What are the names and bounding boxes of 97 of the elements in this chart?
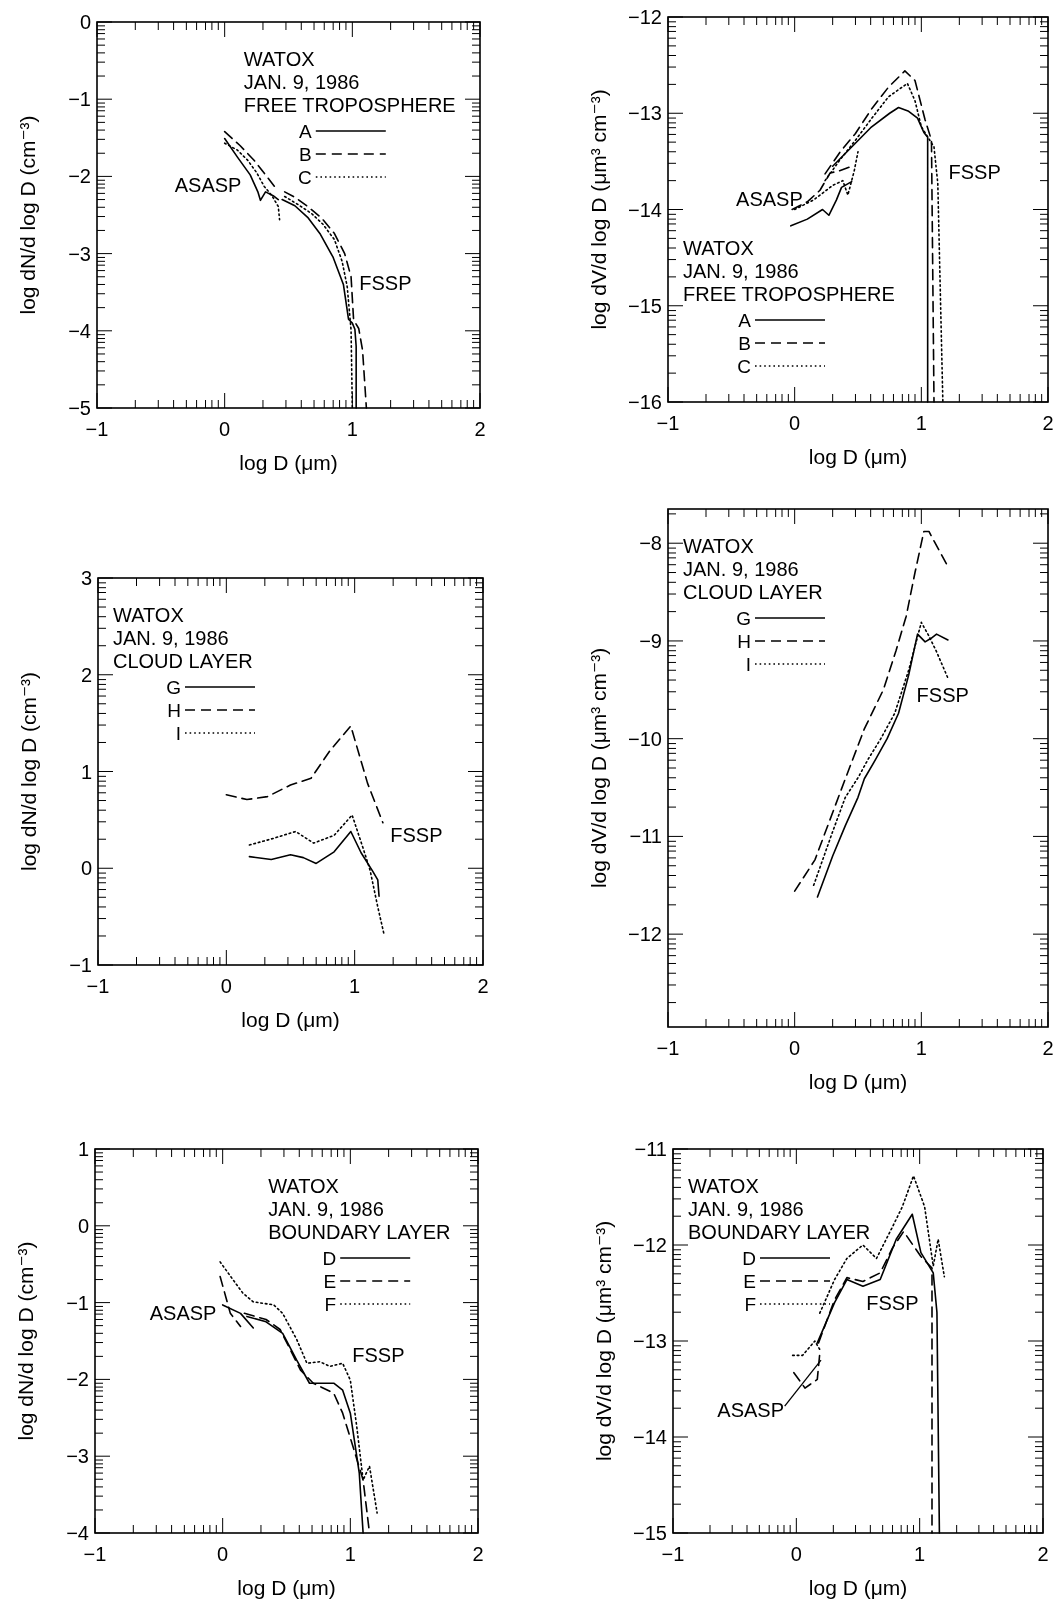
y-tick-label: −3	[68, 242, 91, 265]
legend-label: F	[744, 1294, 756, 1315]
y-tick-label: −12	[628, 923, 662, 946]
x-tick-label: 2	[477, 975, 489, 997]
legend-label: H	[167, 700, 181, 721]
y-tick-label: 2	[80, 663, 92, 686]
x-tick-label: 2	[474, 418, 486, 440]
legend-label: B	[299, 144, 312, 165]
annotation: FSSP	[359, 271, 412, 294]
annotation: ASASP	[149, 1302, 217, 1325]
legend-label: G	[736, 608, 751, 629]
y-tick-label: −15	[633, 1522, 667, 1544]
y-tick-label: 1	[77, 1138, 89, 1160]
legend-label: C	[298, 167, 312, 188]
annotation: ASASP	[736, 188, 803, 211]
x-tick-label: 1	[349, 975, 361, 997]
legend-label: C	[737, 356, 751, 377]
y-tick-label: −11	[634, 1138, 667, 1160]
x-tick-label: 0	[219, 418, 231, 440]
y-tick-label: −14	[633, 1426, 667, 1448]
legend-label: B	[738, 333, 751, 354]
annotation: FSSP	[916, 684, 969, 707]
x-tick-label: 1	[346, 418, 358, 440]
y-tick-label: −9	[639, 629, 662, 652]
y-tick-label: −12	[633, 1234, 667, 1256]
annotation: FSSP	[390, 824, 443, 847]
y-tick-label: −16	[628, 391, 662, 413]
y-tick-label: −15	[628, 294, 662, 317]
x-tick-label: 2	[472, 1543, 484, 1565]
y-tick-label: −1	[66, 1291, 89, 1314]
legend-label: G	[166, 677, 181, 698]
x-tick-label: 2	[1037, 1543, 1049, 1565]
annotation: ASASP	[174, 173, 242, 196]
legend-label: D	[742, 1248, 756, 1269]
y-axis-title: log dN/d log D (cm⁻³)	[14, 1241, 37, 1441]
y-tick-label: −11	[629, 825, 662, 848]
y-tick-label: 1	[80, 760, 92, 783]
y-tick-label: −14	[628, 198, 662, 221]
x-tick-label: 0	[217, 1543, 229, 1565]
annotation: FSSP	[948, 161, 1001, 184]
legend-title: WATOX JAN. 9, 1986 FREE TROPOSPHERE	[683, 237, 895, 305]
y-tick-label: −8	[639, 532, 662, 555]
x-axis-title: log D (μm)	[241, 1008, 340, 1031]
y-tick-label: 0	[79, 11, 91, 33]
annotation: FSSP	[866, 1291, 919, 1314]
y-tick-label: −1	[69, 954, 92, 976]
y-tick-label: −4	[66, 1522, 89, 1544]
y-tick-label: −4	[68, 319, 91, 342]
y-tick-label: −10	[628, 727, 662, 750]
x-tick-label: −1	[661, 1543, 685, 1565]
y-axis-title: log dV/d log D (μm³ cm⁻³)	[592, 1220, 615, 1462]
x-tick-label: 1	[344, 1543, 356, 1565]
annotation: FSSP	[352, 1343, 405, 1366]
x-axis-title: log D (μm)	[237, 1576, 336, 1599]
y-axis-title: log dV/d log D (μm³ cm⁻³)	[587, 647, 610, 889]
legend-label: E	[743, 1271, 756, 1292]
legend-label: E	[323, 1271, 337, 1292]
legend-label: I	[175, 723, 181, 744]
y-axis-title: log dV/d log D (μm³ cm⁻³)	[587, 89, 610, 330]
y-tick-label: −2	[66, 1368, 89, 1391]
legend-label: H	[737, 631, 751, 652]
legend-title: WATOX JAN. 9, 1986 CLOUD LAYER	[113, 604, 253, 672]
x-axis-title: log D (μm)	[239, 451, 338, 474]
y-tick-label: −2	[68, 165, 91, 188]
x-tick-label: 0	[789, 1037, 801, 1059]
x-axis-title: log D (μm)	[808, 1576, 908, 1599]
legend-label: A	[738, 310, 752, 331]
legend-label: A	[299, 121, 313, 142]
x-axis-title: log D (μm)	[808, 1070, 908, 1093]
y-tick-label: −13	[628, 102, 662, 125]
x-tick-label: 0	[220, 975, 232, 997]
y-tick-label: −3	[66, 1445, 89, 1468]
y-axis-title: log dN/d log D (cm⁻³)	[16, 115, 39, 315]
x-axis-title: log D (μm)	[808, 445, 908, 468]
x-tick-label: 0	[790, 1543, 802, 1565]
x-tick-label: 0	[789, 412, 801, 434]
y-tick-label: 3	[80, 567, 92, 589]
y-tick-label: −12	[628, 6, 662, 28]
x-tick-label: 1	[915, 1037, 927, 1059]
legend-title: WATOX JAN. 9, 1986 FREE TROPOSPHERE	[243, 48, 456, 116]
annotation: ASASP	[717, 1399, 785, 1422]
y-tick-label: 0	[80, 857, 92, 880]
y-tick-label: −13	[633, 1330, 667, 1352]
y-tick-label: 0	[77, 1214, 89, 1237]
legend-label: F	[324, 1294, 337, 1315]
y-tick-label: −1	[68, 88, 91, 111]
legend-label: I	[745, 654, 751, 675]
legend-title: WATOX JAN. 9, 1986 BOUNDARY LAYER	[268, 1175, 451, 1243]
x-tick-label: 1	[914, 1543, 926, 1565]
legend-title: WATOX JAN. 9, 1986 CLOUD LAYER	[683, 535, 823, 603]
y-axis-title: log dN/d log D (cm⁻³)	[17, 672, 40, 871]
x-tick-label: 2	[1042, 412, 1054, 434]
legend-title: WATOX JAN. 9, 1986 BOUNDARY LAYER	[688, 1175, 871, 1243]
y-tick-label: −5	[68, 397, 91, 419]
x-tick-label: 2	[1042, 1037, 1054, 1059]
legend-label: D	[322, 1248, 337, 1269]
x-tick-label: 1	[915, 412, 927, 434]
